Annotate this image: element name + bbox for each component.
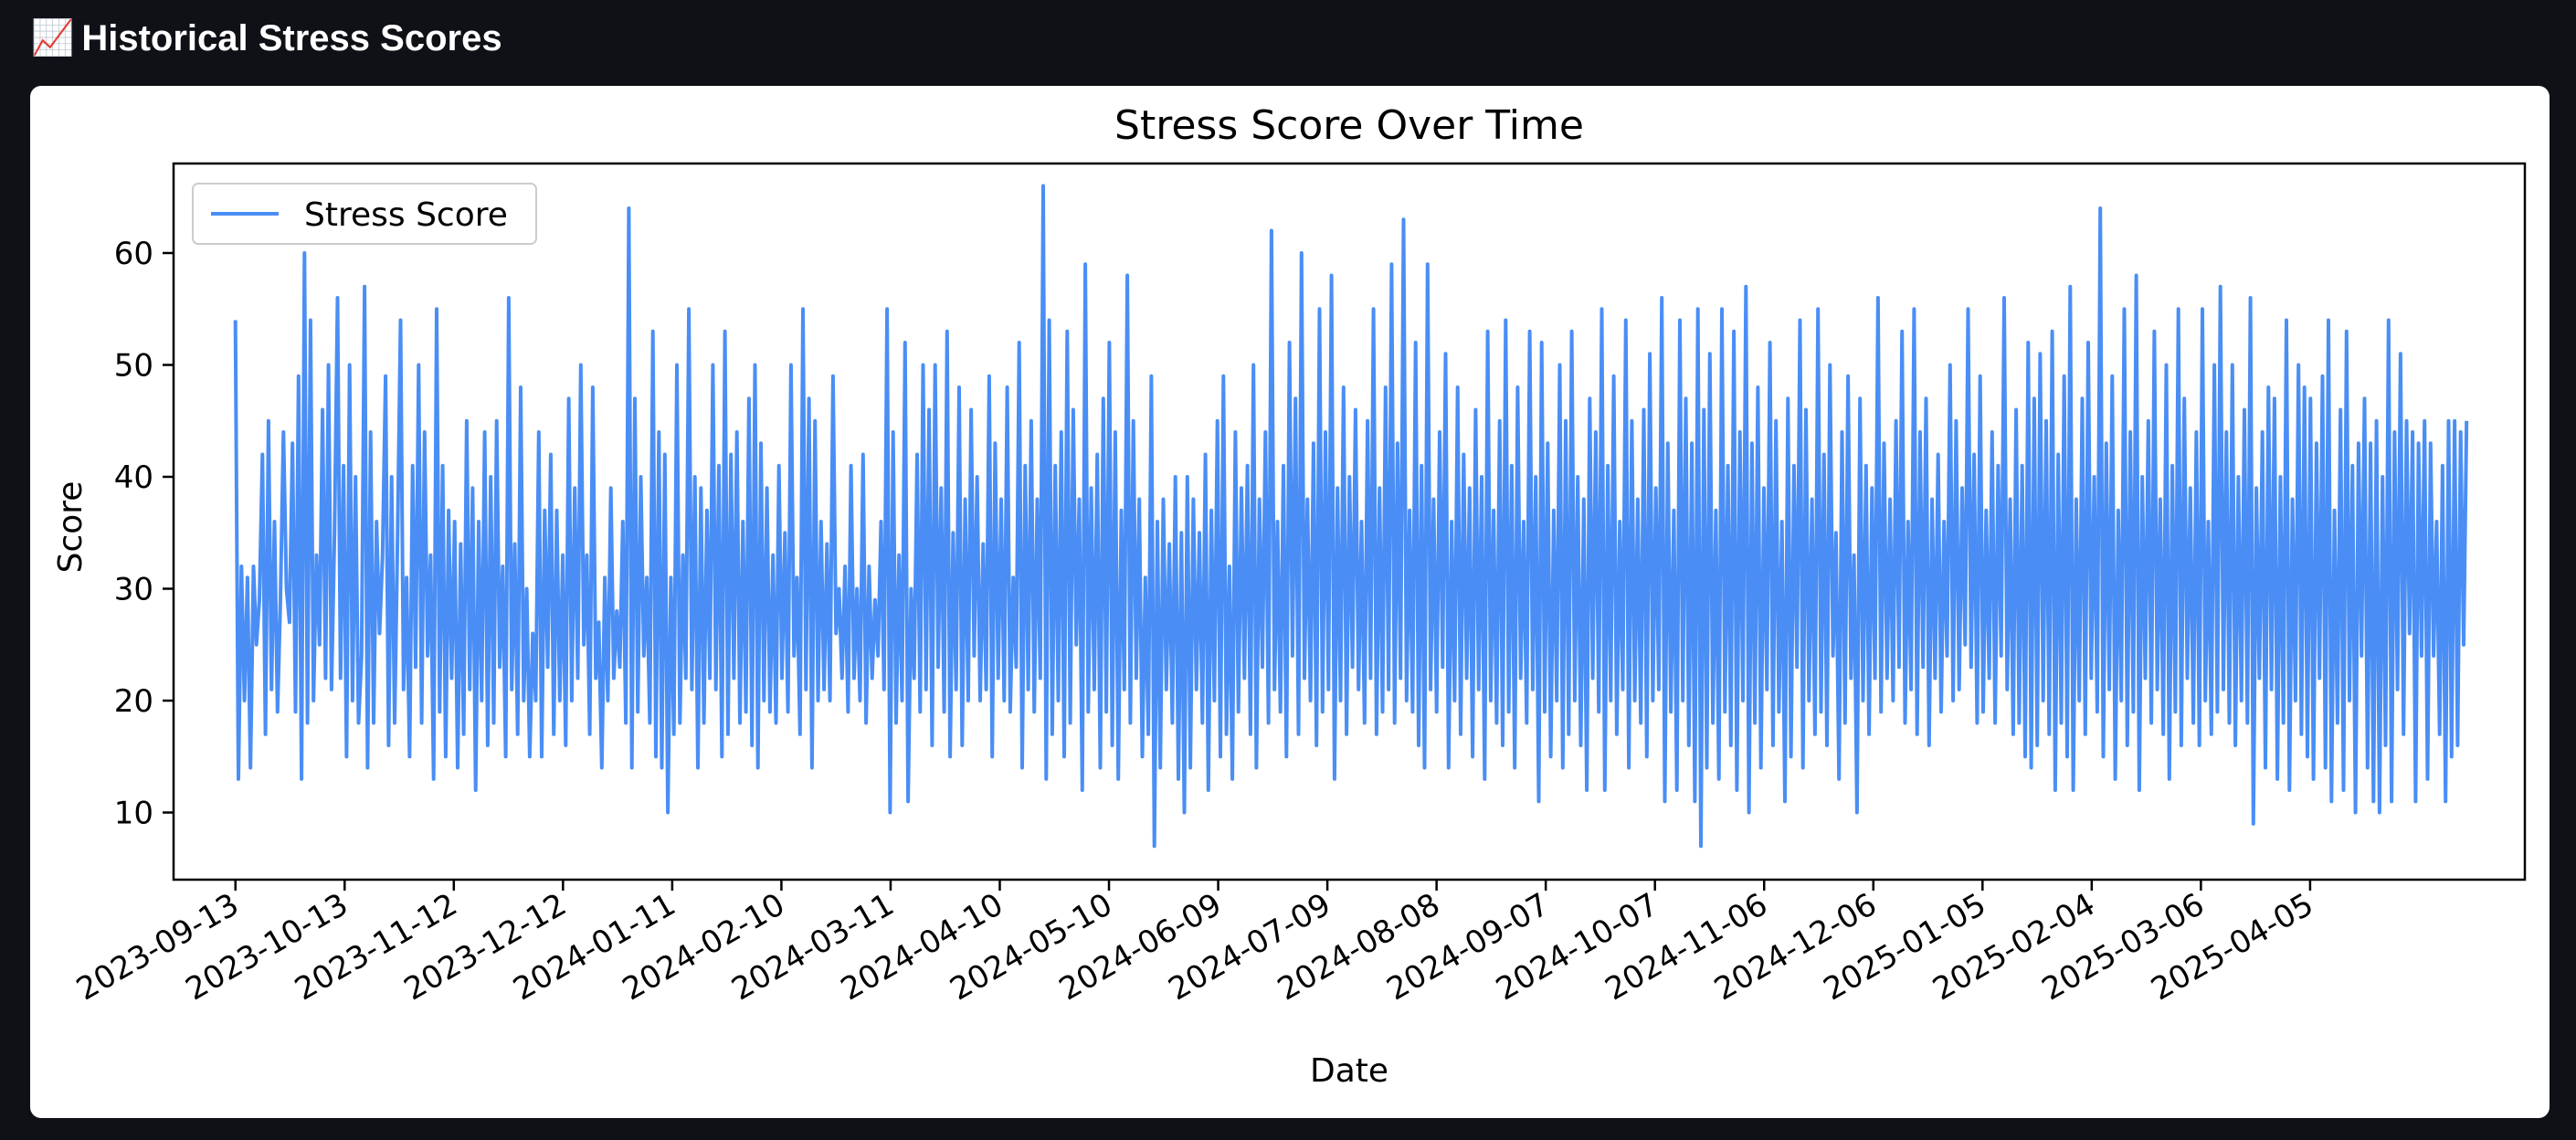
- y-tick-label: 20: [114, 683, 153, 720]
- y-tick-label: 30: [114, 572, 153, 608]
- legend: Stress Score: [192, 183, 537, 245]
- y-tick-label: 60: [114, 236, 153, 272]
- chart-title: Stress Score Over Time: [1114, 102, 1584, 149]
- plot-frame: [172, 162, 2527, 881]
- stress-score-line: [233, 184, 2469, 849]
- legend-label: Stress Score: [304, 196, 508, 234]
- y-axis-label: Score: [52, 481, 90, 574]
- legend-box: [192, 183, 537, 245]
- y-tick-label: 50: [114, 348, 153, 385]
- x-axis: 2023-09-132023-10-132023-11-122023-12-12…: [70, 880, 2319, 1008]
- y-axis: 10 20 30 40 50 60: [114, 236, 174, 832]
- section-title: Historical Stress Scores: [81, 17, 502, 58]
- chart-increasing-icon: 📈: [31, 19, 75, 58]
- y-tick-label: 10: [114, 796, 153, 832]
- y-tick-label: 40: [114, 459, 153, 496]
- x-axis-label: Date: [1310, 1052, 1388, 1090]
- chart-card: Stress Score Over Time 10 20 30 40 50 60 2023…: [30, 86, 2550, 1118]
- section-header: 📈 Historical Stress Scores: [31, 13, 502, 64]
- stress-score-chart: Stress Score Over Time 10 20 30 40 50 60 2023…: [52, 102, 2527, 1090]
